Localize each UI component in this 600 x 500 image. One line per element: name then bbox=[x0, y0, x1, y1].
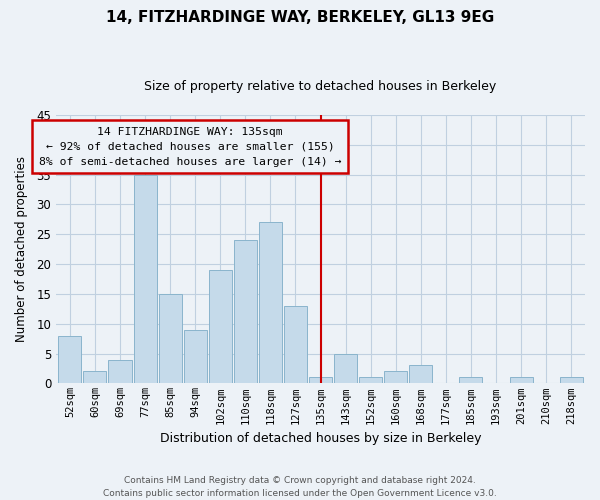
Bar bbox=[509, 378, 533, 384]
Bar bbox=[234, 240, 257, 384]
Bar bbox=[109, 360, 131, 384]
Text: 14, FITZHARDINGE WAY, BERKELEY, GL13 9EG: 14, FITZHARDINGE WAY, BERKELEY, GL13 9EG bbox=[106, 10, 494, 25]
Bar bbox=[58, 336, 82, 384]
Bar bbox=[460, 378, 482, 384]
Text: Contains HM Land Registry data © Crown copyright and database right 2024.
Contai: Contains HM Land Registry data © Crown c… bbox=[103, 476, 497, 498]
X-axis label: Distribution of detached houses by size in Berkeley: Distribution of detached houses by size … bbox=[160, 432, 481, 445]
Bar bbox=[384, 372, 407, 384]
Bar bbox=[158, 294, 182, 384]
Bar bbox=[83, 372, 106, 384]
Text: 14 FITZHARDINGE WAY: 135sqm
← 92% of detached houses are smaller (155)
8% of sem: 14 FITZHARDINGE WAY: 135sqm ← 92% of det… bbox=[39, 127, 341, 166]
Bar bbox=[209, 270, 232, 384]
Bar bbox=[134, 174, 157, 384]
Bar bbox=[409, 366, 433, 384]
Bar bbox=[560, 378, 583, 384]
Bar bbox=[359, 378, 382, 384]
Bar bbox=[309, 378, 332, 384]
Bar bbox=[334, 354, 357, 384]
Y-axis label: Number of detached properties: Number of detached properties bbox=[15, 156, 28, 342]
Bar bbox=[259, 222, 282, 384]
Bar bbox=[184, 330, 207, 384]
Title: Size of property relative to detached houses in Berkeley: Size of property relative to detached ho… bbox=[145, 80, 497, 93]
Bar bbox=[284, 306, 307, 384]
